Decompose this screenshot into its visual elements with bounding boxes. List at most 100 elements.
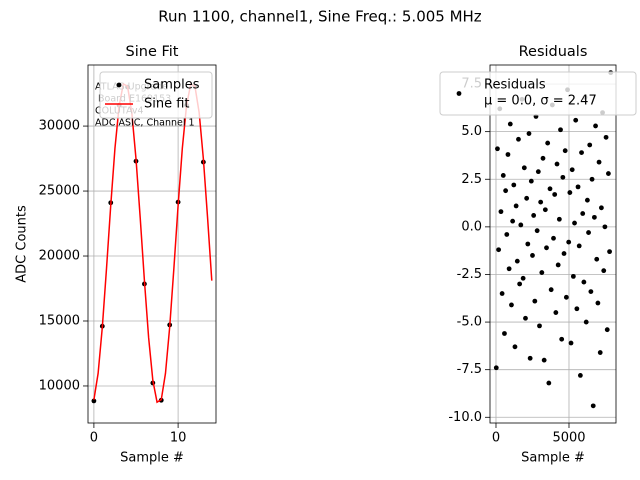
fit-line xyxy=(93,82,213,404)
point xyxy=(540,155,546,161)
point xyxy=(588,289,594,295)
y-tick-label: 2.5 xyxy=(461,172,482,187)
legend-label: Sine fit xyxy=(144,97,190,112)
plot-area xyxy=(91,82,213,404)
point xyxy=(555,262,561,268)
y-tick-label: -10.0 xyxy=(448,410,482,425)
legend-label: Residuals xyxy=(484,78,546,93)
point xyxy=(581,279,587,285)
point xyxy=(576,243,582,249)
point xyxy=(542,207,548,213)
x-tick-label: 10 xyxy=(170,431,187,446)
point xyxy=(556,216,562,222)
point xyxy=(510,218,516,224)
point xyxy=(604,327,610,333)
point xyxy=(545,140,551,146)
y-tick-label: 25000 xyxy=(39,184,80,199)
point xyxy=(552,192,558,197)
point xyxy=(507,121,513,127)
point xyxy=(558,127,563,133)
point xyxy=(572,220,577,226)
legend-box xyxy=(439,71,637,116)
y-tick-label: -2.5 xyxy=(457,267,482,282)
y-tick-label: 5.0 xyxy=(461,124,482,139)
point xyxy=(504,232,510,237)
point xyxy=(602,224,608,230)
point xyxy=(537,323,542,329)
point xyxy=(503,188,509,194)
x-tick-label: 5000 xyxy=(552,431,585,446)
point xyxy=(493,365,499,371)
point xyxy=(541,357,547,363)
point xyxy=(584,197,590,203)
point xyxy=(509,302,514,308)
point xyxy=(561,251,567,256)
point xyxy=(538,199,544,205)
x-axis-label: Sample # xyxy=(120,451,184,466)
point xyxy=(559,336,565,342)
point xyxy=(525,241,531,247)
y-tick-label: 30000 xyxy=(39,119,80,134)
point xyxy=(606,171,611,176)
y-tick-label: 0.0 xyxy=(461,219,482,234)
point xyxy=(591,214,597,220)
point xyxy=(511,182,517,188)
point xyxy=(577,372,583,378)
x-axis-label: Sample # xyxy=(521,451,585,466)
point xyxy=(603,134,609,140)
point xyxy=(596,159,602,165)
point xyxy=(512,344,518,350)
point xyxy=(548,287,554,293)
point xyxy=(514,258,520,264)
point xyxy=(531,213,537,218)
point xyxy=(534,228,540,234)
figure-title: Run 1100, channel1, Sine Freq.: 5.005 MH… xyxy=(158,8,482,26)
point xyxy=(498,209,504,215)
x-tick-label: 0 xyxy=(492,431,500,446)
point xyxy=(526,131,532,136)
point xyxy=(535,169,541,175)
point xyxy=(562,148,568,154)
point xyxy=(502,331,507,336)
point xyxy=(516,136,521,142)
legend-marker xyxy=(456,91,462,96)
point xyxy=(601,268,607,274)
point xyxy=(580,211,586,216)
point xyxy=(590,403,596,409)
point xyxy=(518,222,524,228)
legend-note: μ = 0.0, σ = 2.47 xyxy=(484,94,597,109)
y-axis-label: ADC Counts xyxy=(15,205,30,283)
point xyxy=(500,173,506,178)
point xyxy=(586,230,591,235)
point xyxy=(527,355,533,361)
point xyxy=(505,152,511,157)
point xyxy=(569,167,575,173)
point xyxy=(583,319,589,325)
point xyxy=(553,310,559,315)
point xyxy=(568,340,574,346)
point xyxy=(528,178,534,184)
point xyxy=(513,203,519,209)
point xyxy=(551,235,556,241)
point xyxy=(587,142,593,148)
point xyxy=(546,380,552,386)
point xyxy=(517,281,523,287)
point xyxy=(496,247,502,253)
point xyxy=(554,161,560,167)
point xyxy=(566,239,572,245)
point xyxy=(539,270,545,275)
point xyxy=(530,253,535,258)
point xyxy=(595,300,601,306)
point xyxy=(520,275,526,281)
point xyxy=(532,298,538,304)
axes-title: Residuals xyxy=(519,44,588,60)
point xyxy=(495,146,500,152)
point xyxy=(607,249,612,255)
point xyxy=(91,398,97,404)
point xyxy=(589,176,595,182)
annotation: ADC ASIC, Channel 1 xyxy=(95,118,195,129)
point xyxy=(523,315,528,321)
axes-frame xyxy=(489,64,617,424)
point xyxy=(521,165,527,171)
